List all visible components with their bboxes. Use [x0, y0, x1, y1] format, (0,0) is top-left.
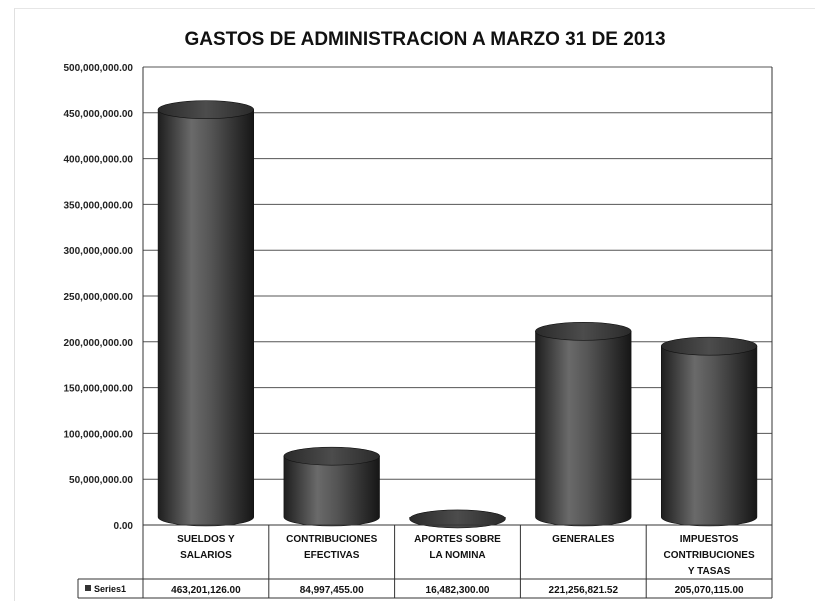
category-label: LA NOMINA	[429, 550, 485, 561]
y-tick-label: 350,000,000.00	[63, 200, 133, 211]
y-tick-label: 500,000,000.00	[63, 63, 133, 74]
category-label: SALARIOS	[180, 550, 232, 561]
y-tick-label: 100,000,000.00	[63, 429, 133, 440]
bar	[660, 336, 758, 527]
bar-body	[660, 345, 758, 527]
bar-top	[409, 509, 506, 529]
bar-top	[660, 336, 758, 356]
data-table: SUELDOS Y SALARIOS CONTRIBUCIONES EFECTIVAS…	[77, 524, 772, 599]
category-label: CONTRIBUCIONES	[286, 534, 377, 545]
bar-body	[157, 109, 255, 527]
bars	[157, 100, 758, 529]
category-label: GENERALES	[552, 534, 615, 545]
bar	[157, 100, 255, 527]
data-label: 16,482,300.00	[426, 585, 490, 596]
bar-body	[283, 455, 380, 527]
data-label: 463,201,126.00	[171, 585, 241, 596]
bar-top	[283, 446, 380, 466]
bar	[409, 509, 506, 529]
y-tick-label: 450,000,000.00	[63, 109, 133, 120]
data-label: 221,256,821.52	[549, 585, 619, 596]
y-tick-label: 0.00	[114, 521, 134, 532]
y-tick-label: 250,000,000.00	[63, 292, 133, 303]
category-label: EFECTIVAS	[304, 550, 360, 561]
category-label: SUELDOS Y	[177, 534, 235, 545]
data-label: 84,997,455.00	[300, 585, 364, 596]
bar-body	[535, 331, 632, 527]
y-tick-label: 150,000,000.00	[63, 384, 133, 395]
bar-top	[535, 322, 632, 341]
chart-frame	[14, 8, 815, 601]
legend-swatch	[85, 585, 91, 591]
y-axis: 0.00 50,000,000.00 100,000,000.00 150,000,0…	[63, 63, 133, 532]
data-label: 205,070,115.00	[675, 585, 744, 596]
category-label: Y TASAS	[688, 566, 731, 577]
y-tick-label: 200,000,000.00	[63, 338, 133, 349]
y-tick-label: 300,000,000.00	[63, 246, 133, 257]
y-tick-label: 50,000,000.00	[69, 475, 133, 486]
legend-series-name: Series1	[94, 584, 126, 594]
category-label: APORTES SOBRE	[414, 534, 501, 545]
bar	[283, 446, 380, 527]
category-label: IMPUESTOS	[680, 534, 739, 545]
chart-title: GASTOS DE ADMINISTRACION A MARZO 31 DE 2…	[184, 29, 665, 50]
category-label: CONTRIBUCIONES	[664, 550, 755, 561]
bar-top	[157, 100, 255, 120]
bar	[535, 322, 632, 527]
y-tick-label: 400,000,000.00	[63, 155, 133, 166]
